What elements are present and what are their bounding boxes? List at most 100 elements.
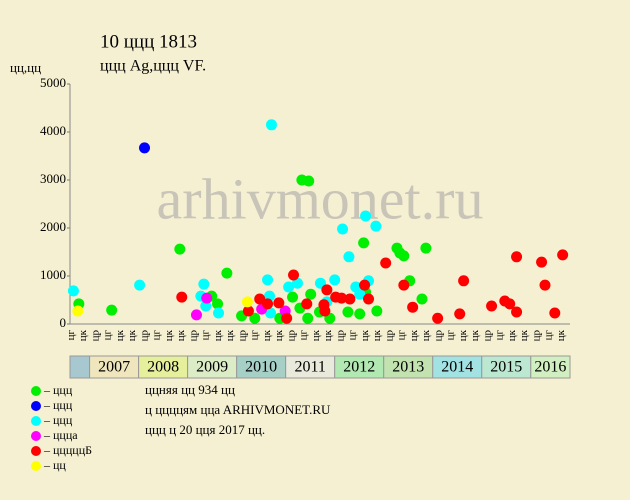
point <box>201 292 213 304</box>
point <box>319 305 331 317</box>
point <box>536 256 548 268</box>
y-tick-label: 3000 <box>40 171 66 186</box>
x-tick-label: цг <box>298 330 310 341</box>
x-tick-label: цг <box>347 330 359 341</box>
point <box>344 293 356 305</box>
x-tick-label: цр <box>432 330 444 342</box>
point <box>67 285 79 297</box>
point <box>305 288 317 300</box>
point <box>359 279 371 291</box>
point <box>432 312 444 324</box>
chart-title: 10 ццц 1813 <box>100 31 197 52</box>
x-tick-label: цг <box>445 330 457 341</box>
point <box>354 308 366 320</box>
y-tick-label: 2000 <box>40 219 66 234</box>
year-label: 2010 <box>245 359 277 376</box>
point <box>176 291 188 303</box>
x-tick-label: цк <box>408 329 420 341</box>
point <box>407 301 419 313</box>
x-tick-label: цр <box>89 330 101 342</box>
point <box>264 307 276 319</box>
point <box>321 284 333 296</box>
x-tick-label: цр <box>481 330 493 342</box>
point <box>241 296 253 308</box>
x-tick-label: цг <box>102 330 114 341</box>
legend-label: – ццца <box>43 428 78 442</box>
x-tick-label: цк <box>506 329 518 341</box>
point <box>213 307 225 319</box>
legend-marker <box>31 431 41 441</box>
point <box>380 257 392 269</box>
x-tick-label: цк <box>457 329 469 341</box>
legend-marker <box>31 461 41 471</box>
y-axis-label: цц,цц <box>10 60 41 75</box>
point <box>557 249 569 261</box>
legend-label: – ццц <box>43 398 73 412</box>
point <box>262 298 274 310</box>
note: ццц ц 20 цця 2017 цц. <box>145 422 265 437</box>
y-tick-label: 4000 <box>40 123 66 138</box>
x-tick-label: цк <box>126 329 138 341</box>
point <box>420 242 432 254</box>
point <box>198 278 210 290</box>
point <box>454 308 466 320</box>
point <box>360 210 372 222</box>
x-tick-label: цк <box>77 329 89 341</box>
x-tick-label: цг <box>151 330 163 341</box>
point <box>354 288 366 300</box>
note: ц ццццям ццa ARHIVMONET.RU <box>145 402 331 417</box>
point <box>458 275 470 287</box>
point <box>539 279 551 291</box>
point <box>416 293 428 305</box>
x-tick-label: цк <box>359 329 371 341</box>
point <box>371 305 383 317</box>
x-tick-label: цк <box>212 329 224 341</box>
point <box>283 281 295 293</box>
x-tick-label: цг <box>396 330 408 341</box>
point <box>329 274 341 286</box>
legend-marker <box>31 416 41 426</box>
x-tick-label: цр <box>334 330 346 342</box>
watermark: arhivmonet.ru <box>157 166 484 231</box>
year-cell <box>530 355 571 379</box>
point <box>486 300 498 312</box>
point <box>212 298 224 310</box>
point <box>363 293 375 305</box>
x-tick-label: цк <box>555 329 567 341</box>
x-tick-label: цк <box>163 329 175 341</box>
x-tick-label: цг <box>200 330 212 341</box>
chart-subtitle: ццц Ag,ццц VF. <box>100 58 206 75</box>
year-label: 2011 <box>294 359 325 376</box>
x-tick-label: цр <box>187 330 199 342</box>
x-tick-label: цк <box>114 329 126 341</box>
x-tick-label: цк <box>310 329 322 341</box>
point <box>221 267 233 279</box>
point <box>106 304 118 316</box>
x-tick-label: цк <box>371 329 383 341</box>
point <box>302 312 314 324</box>
point <box>291 277 303 289</box>
year-label: 2009 <box>196 359 228 376</box>
point <box>281 312 293 324</box>
y-tick-label: 1000 <box>40 267 66 282</box>
point <box>134 279 146 291</box>
year-label: 2013 <box>392 359 424 376</box>
point <box>273 297 285 309</box>
x-tick-label: цр <box>383 330 395 342</box>
year-label: 2007 <box>98 359 130 376</box>
point <box>343 251 355 263</box>
legend-label: – цц <box>43 458 66 472</box>
point <box>287 291 299 303</box>
x-tick-label: цк <box>322 329 334 341</box>
x-tick-label: цр <box>236 330 248 342</box>
year-cell <box>69 355 91 379</box>
point <box>174 243 186 255</box>
x-tick-label: цк <box>469 329 481 341</box>
x-tick-label: цр <box>530 330 542 342</box>
point <box>342 306 354 318</box>
y-tick-label: 0 <box>60 315 67 330</box>
year-label: 2012 <box>343 359 375 376</box>
legend-label: – ццц <box>43 413 73 427</box>
x-tick-label: цр <box>285 330 297 342</box>
